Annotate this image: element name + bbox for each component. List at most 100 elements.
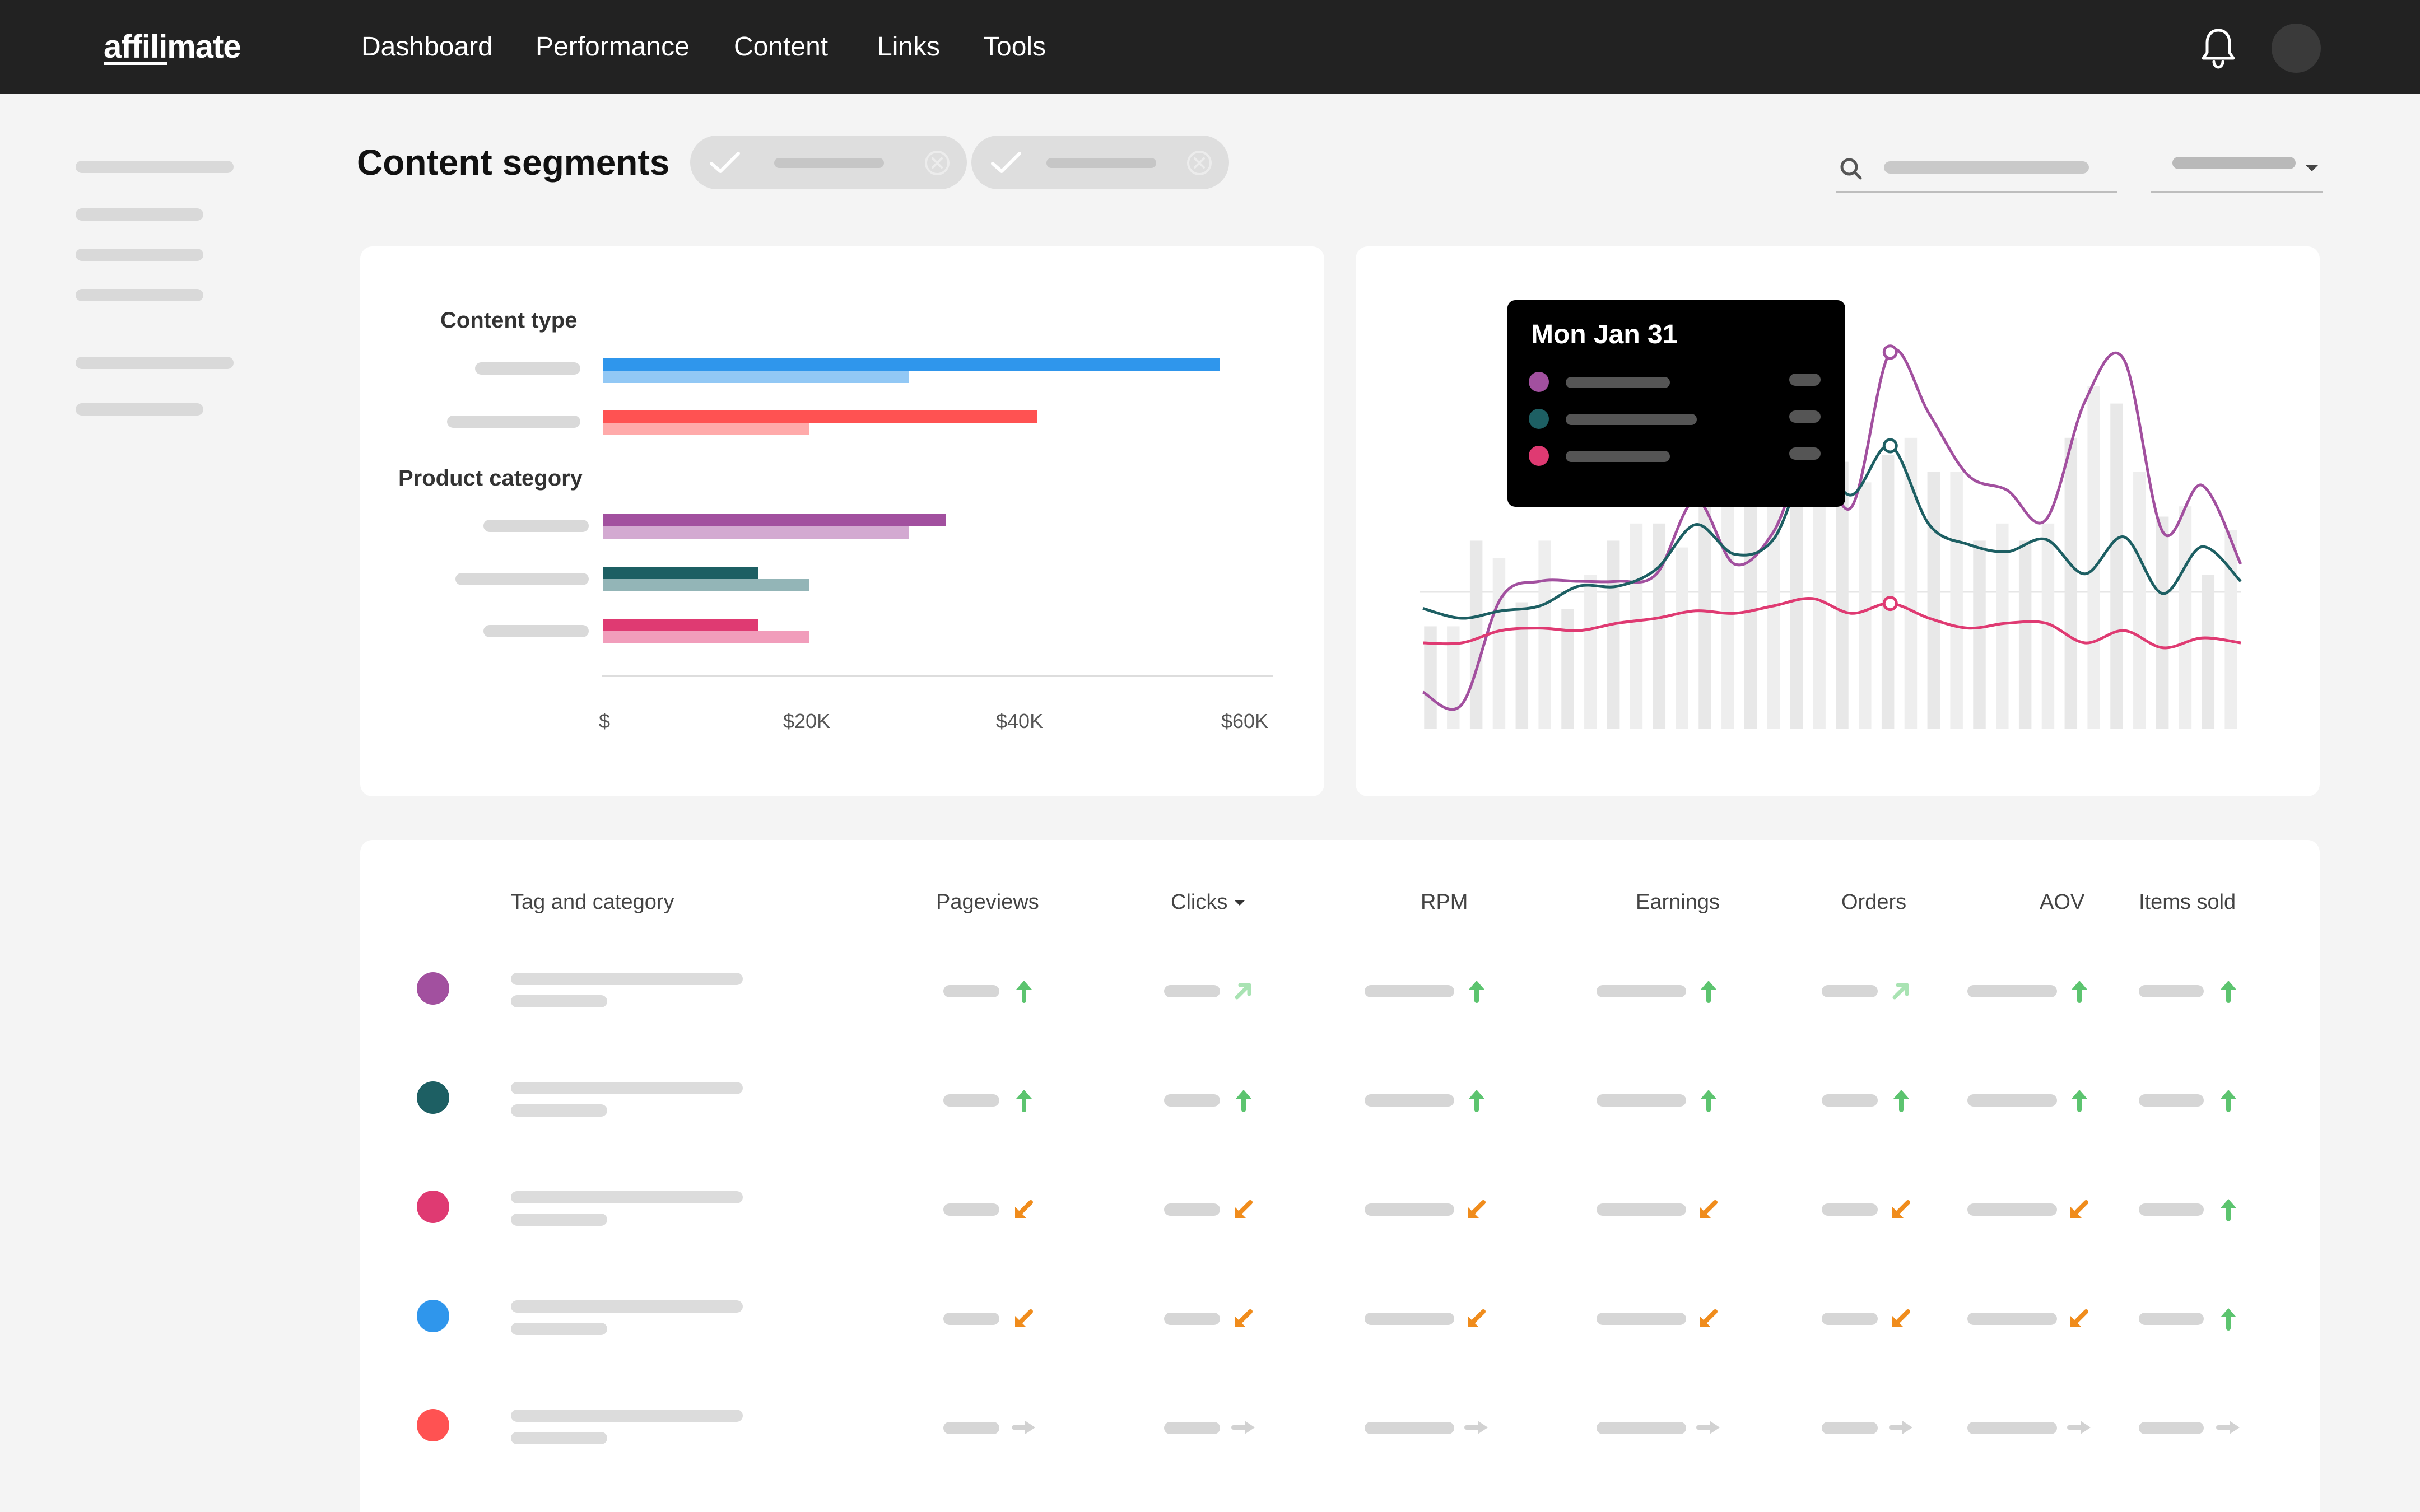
nav-item-content[interactable]: Content xyxy=(734,32,829,62)
col-header-aov[interactable]: AOV xyxy=(2040,890,2085,914)
col-header-earnings[interactable]: Earnings xyxy=(1636,890,1720,914)
check-icon xyxy=(991,152,1021,173)
trend-flat-arrow-icon xyxy=(1464,1415,1489,1440)
chip-label-placeholder xyxy=(1046,158,1156,168)
col-header-orders[interactable]: Orders xyxy=(1841,890,1907,914)
metric-value-placeholder xyxy=(1822,1094,1878,1107)
trend-flat-arrow-icon xyxy=(1231,1415,1256,1440)
metric-value-placeholder xyxy=(1597,1094,1686,1107)
series-line[interactable] xyxy=(1422,597,2241,650)
nav-item-performance[interactable]: Performance xyxy=(536,32,690,62)
bar-current[interactable] xyxy=(603,514,947,526)
bar-current[interactable] xyxy=(603,619,758,631)
trend-down-arrow-icon xyxy=(1889,1306,1914,1331)
filter-chip[interactable] xyxy=(690,136,967,189)
col-header-rpm[interactable]: RPM xyxy=(1421,890,1468,914)
segment-subtitle-placeholder xyxy=(511,995,607,1007)
metric-value-placeholder xyxy=(1164,1422,1220,1434)
trend-flat-arrow-icon xyxy=(2067,1415,2092,1440)
user-avatar[interactable] xyxy=(2272,24,2321,73)
highlight-point[interactable] xyxy=(1882,596,1898,612)
trend-up-arrow-icon xyxy=(1464,978,1489,1003)
trend-up-arrow-icon xyxy=(1231,978,1256,1003)
volume-bar xyxy=(2041,523,2055,729)
series-line[interactable] xyxy=(1422,444,2242,620)
trend-down-arrow-icon xyxy=(1464,1197,1489,1221)
sidebar-item-placeholder[interactable] xyxy=(76,249,203,261)
notification-bell-icon[interactable] xyxy=(2199,27,2238,69)
volume-bar xyxy=(1996,523,2009,729)
col-header-tag-category[interactable]: Tag and category xyxy=(511,890,674,914)
filter-chip[interactable] xyxy=(971,136,1229,189)
sidebar-item-placeholder[interactable] xyxy=(76,357,234,369)
sidebar-item-placeholder[interactable] xyxy=(76,161,234,173)
trend-down-arrow-icon xyxy=(1696,1197,1721,1221)
col-header-items-sold[interactable]: Items sold xyxy=(2139,890,2236,914)
metric-value-placeholder xyxy=(1365,1313,1454,1325)
segment-subtitle-placeholder xyxy=(511,1104,607,1117)
trend-up-arrow-icon xyxy=(1696,1088,1721,1112)
tooltip-series-name-placeholder xyxy=(1566,414,1697,425)
metric-value-placeholder xyxy=(943,1094,999,1107)
top-nav: affilimate Dashboard Performance Content… xyxy=(0,0,2420,94)
metric-value-placeholder xyxy=(1597,1203,1686,1216)
bar-current[interactable] xyxy=(603,410,1037,423)
metric-value-placeholder xyxy=(1365,1422,1454,1434)
highlight-point[interactable] xyxy=(1882,438,1898,454)
volume-bar xyxy=(2018,540,2032,729)
date-range-dropdown[interactable] xyxy=(2151,150,2323,193)
segment-name-placeholder xyxy=(511,973,743,985)
metric-value-placeholder xyxy=(1967,1313,2057,1325)
metric-value-placeholder xyxy=(1822,1313,1878,1325)
row-label-placeholder xyxy=(483,625,589,637)
group-label-product-category: Product category xyxy=(398,466,583,491)
segment-color-dot xyxy=(417,1300,449,1332)
volume-bar xyxy=(1584,575,1597,729)
sidebar-item-placeholder[interactable] xyxy=(76,208,203,221)
bar-previous[interactable] xyxy=(603,579,809,591)
volume-bar xyxy=(1836,461,1849,729)
search-placeholder xyxy=(1884,161,2089,174)
nav-item-links[interactable]: Links xyxy=(877,32,941,62)
volume-bar xyxy=(1561,609,1574,729)
highlight-point[interactable] xyxy=(1882,344,1898,360)
col-header-clicks[interactable]: Clicks xyxy=(1171,890,1228,914)
bar-previous[interactable] xyxy=(603,423,809,435)
logo-text-part-2: mate xyxy=(167,29,241,65)
bar-previous[interactable] xyxy=(603,631,809,643)
app-logo[interactable]: affilimate xyxy=(104,29,241,65)
trend-down-arrow-icon xyxy=(2067,1197,2092,1221)
tooltip-value-placeholder xyxy=(1789,410,1821,423)
metric-value-placeholder xyxy=(1164,1203,1220,1216)
bar-previous[interactable] xyxy=(603,371,909,383)
sidebar-item-placeholder[interactable] xyxy=(76,403,203,416)
metric-value-placeholder xyxy=(1967,1094,2057,1107)
segments-table xyxy=(360,840,2320,1512)
trend-down-arrow-icon xyxy=(1012,1306,1036,1331)
check-icon xyxy=(710,152,740,173)
trend-flat-arrow-icon xyxy=(1696,1415,1721,1440)
metric-value-placeholder xyxy=(1967,1203,2057,1216)
col-header-pageviews[interactable]: Pageviews xyxy=(936,890,1039,914)
bar-previous[interactable] xyxy=(603,526,909,539)
trend-up-arrow-icon xyxy=(2216,1088,2241,1112)
volume-bar xyxy=(2202,575,2215,729)
tooltip-series-name-placeholder xyxy=(1566,377,1670,388)
segment-color-dot xyxy=(417,1191,449,1223)
nav-item-tools[interactable]: Tools xyxy=(983,32,1046,62)
sidebar-item-placeholder[interactable] xyxy=(76,289,203,301)
volume-bar xyxy=(1950,472,1963,729)
volume-bar xyxy=(1607,540,1620,729)
bar-current[interactable] xyxy=(603,358,1220,371)
bar-current[interactable] xyxy=(603,567,758,579)
remove-chip-icon[interactable] xyxy=(1186,150,1212,176)
trend-down-arrow-icon xyxy=(1231,1197,1256,1221)
volume-bar xyxy=(1904,437,1918,729)
remove-chip-icon[interactable] xyxy=(924,150,950,176)
tooltip-date: Mon Jan 31 xyxy=(1531,320,1678,349)
nav-item-dashboard[interactable]: Dashboard xyxy=(361,32,493,62)
search-input[interactable] xyxy=(1836,150,2117,193)
trend-up-arrow-icon xyxy=(2067,978,2092,1003)
sort-desc-icon[interactable] xyxy=(1232,898,1247,908)
segment-color-dot xyxy=(417,1409,449,1441)
